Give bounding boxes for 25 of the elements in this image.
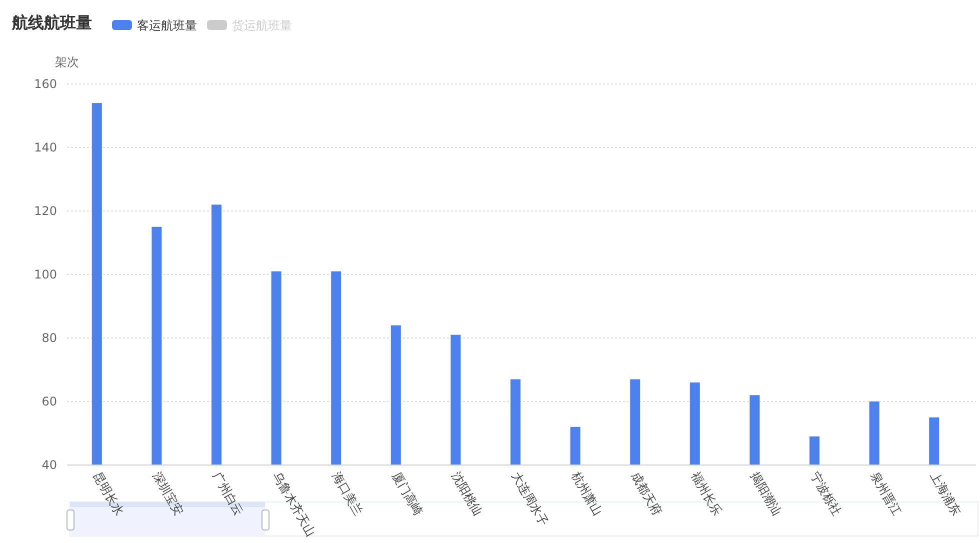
x-tick-label: 昆明长水	[90, 470, 126, 518]
x-tick-label: 深圳宝安	[150, 470, 186, 518]
x-tick-label: 杭州萧山	[568, 468, 605, 518]
chart-title: 航线航班量	[11, 13, 92, 32]
x-tick-label: 揭阳潮汕	[748, 470, 784, 518]
x-tick-label: 广州白云	[210, 470, 246, 518]
x-tick-label: 沈阳桃仙	[449, 470, 486, 518]
x-tick-label: 厦门高崎	[389, 470, 426, 518]
y-axis-title: 架次	[55, 55, 79, 69]
y-tick-label: 60	[42, 394, 57, 408]
y-tick-label: 120	[34, 204, 57, 218]
y-tick-label: 140	[34, 140, 57, 154]
x-tick-label: 海口美兰	[330, 470, 366, 518]
x-tick-label: 上海浦东	[928, 470, 964, 518]
y-tick-label: 40	[42, 458, 57, 472]
x-tick-label: 大连周水子	[508, 470, 552, 528]
x-tick-label: 宁波栎社	[808, 470, 844, 518]
x-tick-label: 成都天府	[628, 470, 665, 518]
y-tick-label: 100	[34, 268, 57, 282]
y-tick-label: 80	[42, 331, 57, 345]
legend-label: 客运航班量	[137, 18, 197, 32]
y-tick-label: 160	[34, 77, 57, 91]
x-tick-label: 泉州晋江	[868, 470, 904, 518]
x-tick-label: 福州长乐	[688, 470, 724, 518]
x-tick-label: 乌鲁木齐天山	[270, 470, 318, 539]
